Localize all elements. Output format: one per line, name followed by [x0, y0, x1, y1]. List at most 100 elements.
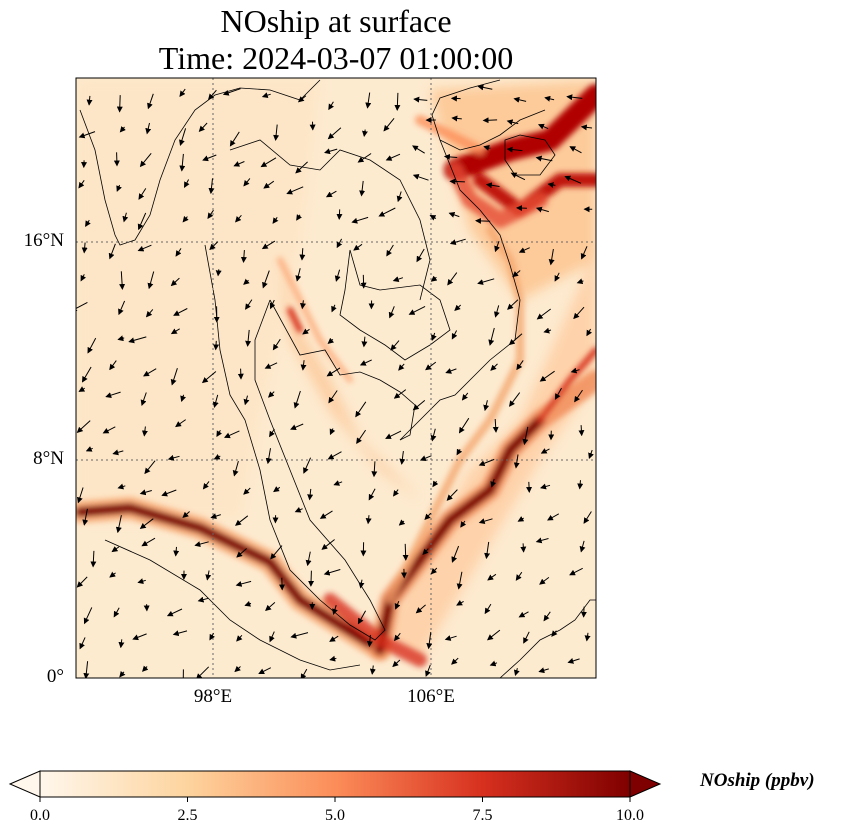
wind-arrow: [365, 515, 372, 525]
wind-arrow: [261, 240, 276, 250]
wind-arrow: [424, 512, 432, 521]
wind-arrow: [273, 124, 280, 141]
wind-arrow: [117, 483, 126, 490]
wind-arrow: [223, 430, 240, 439]
wind-arrow: [369, 665, 376, 675]
wind-arrow: [300, 360, 307, 371]
wind-arrow: [412, 173, 429, 181]
wind-arrow: [87, 337, 97, 354]
wind-arrow: [290, 423, 304, 430]
wind-arrow: [175, 419, 186, 428]
wind-arrow: [569, 146, 582, 154]
wind-arrow: [109, 360, 117, 371]
wind-arrow: [586, 328, 592, 337]
wind-arrow: [359, 359, 372, 366]
colorbar-tick-label: 10.0: [616, 807, 644, 824]
wind-arrow: [118, 639, 125, 649]
wind-arrow: [449, 178, 465, 185]
wind-arrow: [260, 157, 277, 168]
wind-arrow: [141, 426, 148, 437]
wind-arrow: [430, 428, 437, 442]
wind-arrow: [329, 655, 337, 662]
wind-arrow: [520, 543, 527, 553]
wind-arrow: [240, 250, 247, 263]
colorbar-tick-label: 5.0: [325, 807, 345, 824]
wind-arrow: [82, 508, 89, 526]
wind-arrow: [509, 392, 521, 407]
wind-arrow: [368, 488, 376, 501]
wind-arrow: [83, 661, 90, 678]
wind-arrow: [430, 567, 438, 575]
wind-arrow: [483, 145, 491, 151]
wind-arrow: [319, 510, 333, 519]
wind-arrow: [543, 611, 551, 622]
wind-arrow: [261, 92, 271, 99]
wind-arrow: [229, 131, 240, 147]
wind-arrow: [422, 548, 429, 556]
wind-arrow: [269, 428, 275, 438]
wind-arrow: [408, 305, 426, 315]
wind-arrow: [102, 426, 116, 434]
wind-arrow: [425, 361, 437, 371]
wind-arrow: [419, 455, 432, 461]
wind-arrow: [209, 632, 215, 641]
wind-arrow: [117, 335, 125, 342]
wind-arrow: [432, 480, 439, 488]
wind-arrow: [444, 635, 457, 641]
map-title-line2: Time: 2024-03-07 01:00:00: [158, 40, 514, 76]
wind-arrow: [506, 119, 519, 126]
wind-arrow: [396, 191, 403, 203]
lat-tick-label: 16°N: [23, 230, 64, 251]
wind-arrow: [336, 238, 343, 249]
wind-arrow: [478, 458, 495, 467]
wind-arrow: [323, 569, 341, 576]
wind-arrow: [487, 573, 497, 581]
wind-arrow: [522, 426, 529, 446]
wind-arrow: [443, 153, 458, 160]
wind-arrow: [513, 96, 527, 103]
wind-arrow: [265, 602, 276, 612]
colorbar: [8, 770, 662, 802]
wind-arrow: [394, 601, 401, 610]
wind-arrow: [90, 550, 97, 568]
wind-arrow: [328, 390, 338, 404]
wind-arrow: [81, 366, 92, 383]
wind-arrow: [513, 454, 520, 469]
wind-arrow: [412, 145, 425, 154]
wind-arrow: [518, 247, 530, 253]
wind-arrow: [119, 670, 126, 678]
wind-arrow: [488, 327, 495, 346]
wind-arrow: [477, 84, 493, 91]
wind-arrow: [458, 417, 470, 434]
wind-arrow: [412, 400, 426, 411]
wind-arrow: [142, 665, 149, 672]
wind-arrow: [451, 657, 459, 665]
wind-arrow: [300, 300, 306, 310]
wind-arrow: [244, 600, 252, 607]
wind-arrow: [205, 570, 212, 581]
wind-arrow: [198, 122, 208, 133]
wind-arrow: [336, 209, 343, 220]
map-panel: [75, 77, 597, 679]
wind-arrow: [517, 516, 525, 522]
wind-arrow: [475, 217, 491, 224]
wind-arrow: [267, 391, 275, 398]
wind-arrow: [269, 631, 275, 643]
wind-arrow: [326, 367, 341, 377]
wind-arrow: [76, 301, 88, 312]
wind-arrow: [265, 448, 272, 465]
wind-arrow: [296, 214, 302, 221]
wind-arrow: [80, 274, 87, 282]
wind-arrow: [232, 460, 239, 477]
wind-arrow: [431, 332, 437, 341]
wind-arrow: [358, 579, 365, 589]
wind-arrow: [576, 278, 584, 285]
wind-arrow: [207, 209, 214, 220]
wind-arrow: [413, 96, 428, 103]
wind-arrow: [122, 212, 129, 223]
wind-arrow: [447, 272, 458, 286]
wind-arrow: [570, 367, 580, 374]
wind-arrow: [216, 430, 223, 438]
wind-arrow: [105, 391, 121, 399]
wind-arrow: [325, 190, 337, 198]
